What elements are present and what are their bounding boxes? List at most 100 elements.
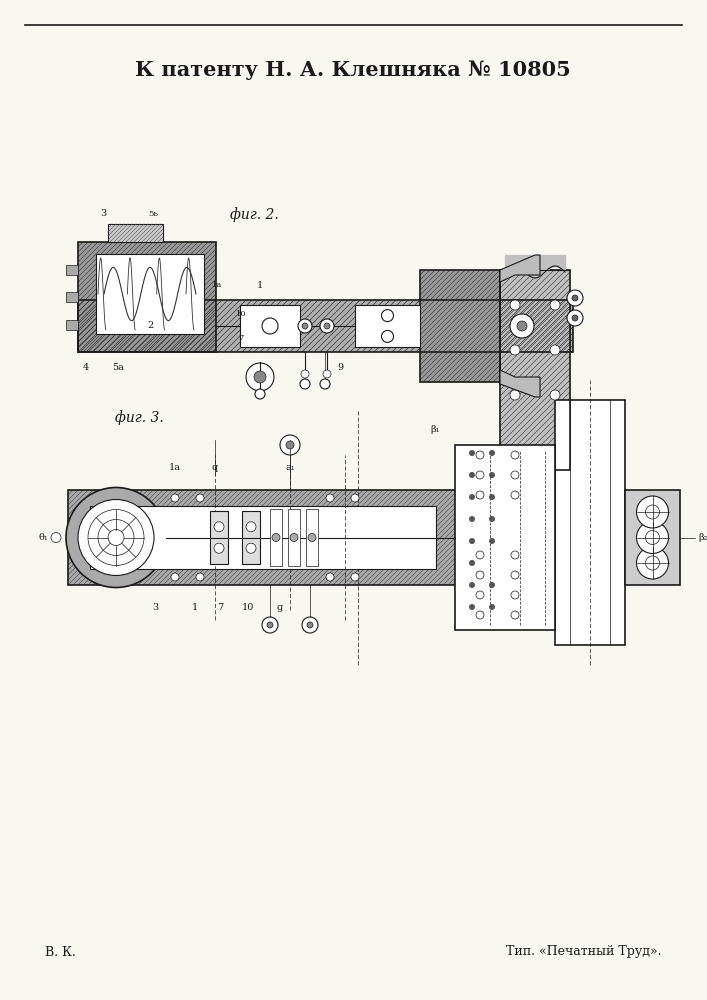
Circle shape — [636, 496, 669, 528]
Text: 5а: 5а — [112, 362, 124, 371]
Text: Тип. «Печатный Труд».: Тип. «Печатный Труд». — [506, 946, 662, 958]
Circle shape — [302, 323, 308, 329]
Text: 3: 3 — [100, 210, 106, 219]
Circle shape — [51, 532, 61, 542]
Text: 9: 9 — [337, 362, 343, 371]
Circle shape — [476, 571, 484, 579]
Text: фиг. 3.: фиг. 3. — [115, 411, 164, 425]
Circle shape — [254, 371, 266, 383]
Circle shape — [196, 573, 204, 581]
Circle shape — [511, 591, 519, 599]
Circle shape — [489, 538, 495, 544]
Polygon shape — [500, 255, 540, 282]
Text: 7: 7 — [217, 602, 223, 611]
Text: 1: 1 — [192, 602, 198, 611]
Bar — [68, 490, 458, 585]
Circle shape — [382, 330, 394, 342]
Circle shape — [300, 379, 310, 389]
Circle shape — [286, 441, 294, 449]
Circle shape — [171, 573, 179, 581]
Circle shape — [469, 450, 475, 456]
Text: фиг. 2.: фиг. 2. — [230, 208, 279, 222]
Circle shape — [510, 390, 520, 400]
Bar — [78, 242, 216, 352]
Bar — [68, 490, 458, 585]
Circle shape — [298, 319, 312, 333]
Polygon shape — [500, 370, 540, 397]
Text: 5ь: 5ь — [148, 210, 158, 218]
Text: В. К.: В. К. — [45, 946, 76, 958]
Circle shape — [469, 472, 475, 478]
Text: β₂: β₂ — [698, 533, 707, 542]
Bar — [108, 224, 163, 242]
Bar — [78, 242, 216, 352]
Bar — [240, 305, 300, 347]
Bar — [66, 320, 78, 330]
Circle shape — [476, 471, 484, 479]
Bar — [66, 292, 78, 302]
Circle shape — [517, 321, 527, 331]
Text: θ₁: θ₁ — [38, 533, 48, 542]
Circle shape — [320, 319, 334, 333]
Circle shape — [510, 314, 534, 338]
Circle shape — [476, 591, 484, 599]
Circle shape — [272, 534, 280, 542]
Bar — [90, 506, 436, 569]
Circle shape — [510, 345, 520, 355]
Circle shape — [302, 617, 318, 633]
Circle shape — [511, 611, 519, 619]
Bar — [96, 254, 204, 334]
Circle shape — [511, 571, 519, 579]
Circle shape — [567, 310, 583, 326]
Circle shape — [214, 543, 224, 553]
Bar — [355, 305, 420, 347]
Circle shape — [262, 617, 278, 633]
Circle shape — [214, 522, 224, 532]
Circle shape — [469, 604, 475, 610]
Circle shape — [469, 560, 475, 566]
Bar — [500, 270, 570, 470]
Text: 4: 4 — [83, 362, 89, 371]
Circle shape — [326, 494, 334, 502]
Circle shape — [645, 505, 660, 519]
Text: q: q — [212, 464, 218, 473]
Circle shape — [511, 471, 519, 479]
Circle shape — [66, 488, 166, 587]
Circle shape — [78, 499, 154, 576]
Circle shape — [489, 516, 495, 522]
Bar — [78, 300, 573, 352]
Bar — [66, 264, 78, 274]
Circle shape — [196, 494, 204, 502]
Bar — [555, 400, 625, 645]
Text: 1: 1 — [257, 280, 263, 290]
Circle shape — [636, 547, 669, 579]
Text: g: g — [277, 602, 283, 611]
Circle shape — [171, 494, 179, 502]
Circle shape — [645, 556, 660, 570]
Circle shape — [511, 491, 519, 499]
Text: 10: 10 — [235, 310, 246, 318]
Circle shape — [511, 451, 519, 459]
Circle shape — [301, 370, 309, 378]
Circle shape — [255, 389, 265, 399]
Text: 1a: 1a — [169, 464, 181, 473]
Bar — [78, 300, 573, 352]
Circle shape — [351, 494, 359, 502]
Circle shape — [550, 390, 560, 400]
Circle shape — [636, 522, 669, 554]
Bar — [455, 445, 555, 630]
Circle shape — [290, 534, 298, 542]
Circle shape — [476, 491, 484, 499]
Circle shape — [469, 582, 475, 588]
Circle shape — [510, 300, 520, 310]
Circle shape — [489, 472, 495, 478]
Text: 2: 2 — [147, 322, 153, 330]
Bar — [270, 509, 282, 566]
Bar — [420, 270, 500, 382]
Circle shape — [489, 494, 495, 500]
Circle shape — [324, 323, 330, 329]
Circle shape — [323, 370, 331, 378]
Text: 1a: 1a — [212, 281, 222, 289]
Circle shape — [246, 522, 256, 532]
Bar — [242, 511, 260, 564]
